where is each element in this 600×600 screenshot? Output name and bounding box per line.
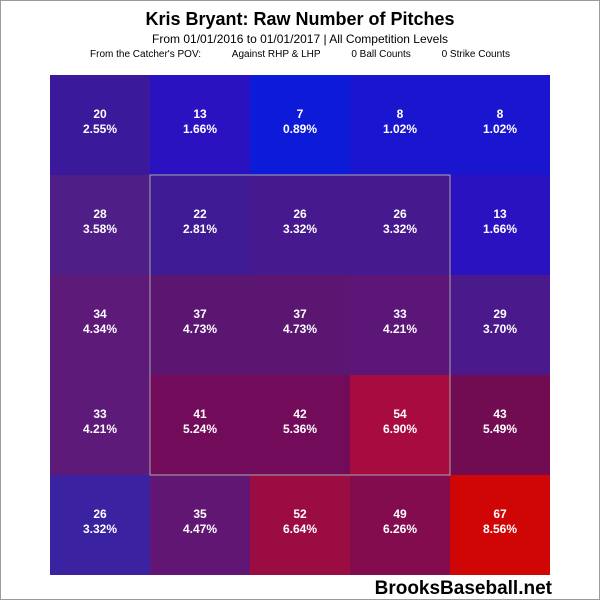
cell-percent-r3-c3: 6.90% (383, 422, 417, 436)
cell-percent-r2-c0: 4.34% (83, 322, 117, 336)
cell-count-r3-c4: 43 (493, 407, 507, 421)
heatmap-cell-r2-c0 (50, 275, 150, 375)
cell-percent-r1-c2: 3.32% (283, 222, 317, 236)
cell-count-r3-c1: 41 (193, 407, 207, 421)
heatmap-cell-r1-c1 (150, 175, 250, 275)
cell-count-r3-c0: 33 (93, 407, 107, 421)
chart-info-line: From the Catcher's POV: Against RHP & LH… (90, 49, 510, 60)
cell-count-r1-c3: 26 (393, 207, 407, 221)
heatmap-cell-r1-c0 (50, 175, 150, 275)
cell-percent-r2-c1: 4.73% (183, 322, 217, 336)
cell-count-r4-c2: 52 (293, 507, 307, 521)
chart-title: Kris Bryant: Raw Number of Pitches (145, 9, 455, 29)
cell-count-r2-c4: 29 (493, 307, 507, 321)
cell-count-r4-c1: 35 (193, 507, 207, 521)
cell-count-r0-c4: 8 (497, 107, 504, 121)
cell-percent-r4-c2: 6.64% (283, 522, 317, 536)
info-ball-counts: 0 Ball Counts (351, 49, 411, 60)
heatmap-cell-r3-c2 (250, 375, 350, 475)
heatmap-cell-r0-c0 (50, 75, 150, 175)
watermark: BrooksBaseball.net (374, 578, 552, 599)
cell-count-r1-c4: 13 (493, 207, 507, 221)
cell-percent-r1-c1: 2.81% (183, 222, 217, 236)
strike-zone-outline (149, 174, 451, 476)
cell-count-r0-c3: 8 (397, 107, 404, 121)
cell-percent-r2-c3: 4.21% (383, 322, 417, 336)
cell-percent-r0-c1: 1.66% (183, 122, 217, 136)
cell-percent-r1-c0: 3.58% (83, 222, 117, 236)
heatmap-cell-r0-c4 (450, 75, 550, 175)
cell-count-r2-c2: 37 (293, 307, 307, 321)
heatmap-cell-r0-c1 (150, 75, 250, 175)
cell-count-r4-c4: 67 (493, 507, 507, 521)
cell-percent-r3-c4: 5.49% (483, 422, 517, 436)
cell-count-r0-c1: 13 (193, 107, 207, 121)
heatmap-cell-r0-c3 (350, 75, 450, 175)
heatmap-cell-r2-c2 (250, 275, 350, 375)
cell-percent-r4-c1: 4.47% (183, 522, 217, 536)
cell-percent-r2-c2: 4.73% (283, 322, 317, 336)
cell-count-r4-c0: 26 (93, 507, 107, 521)
cell-percent-r1-c4: 1.66% (483, 222, 517, 236)
heatmap-cell-r4-c1 (150, 475, 250, 575)
heatmap-cell-r4-c2 (250, 475, 350, 575)
cell-percent-r0-c4: 1.02% (483, 122, 517, 136)
cell-count-r1-c1: 22 (193, 207, 207, 221)
heatmap-cell-r2-c3 (350, 275, 450, 375)
info-strike-counts: 0 Strike Counts (441, 49, 510, 60)
heatmap-cell-r1-c2 (250, 175, 350, 275)
cell-percent-r0-c2: 0.89% (283, 122, 317, 136)
heatmap-cell-r0-c2 (250, 75, 350, 175)
cell-percent-r0-c0: 2.55% (83, 122, 117, 136)
heatmap-cell-r4-c0 (50, 475, 150, 575)
heatmap-cell-r3-c3 (350, 375, 450, 475)
heatmap-cell-r4-c3 (350, 475, 450, 575)
cell-percent-r0-c3: 1.02% (383, 122, 417, 136)
cell-percent-r3-c1: 5.24% (183, 422, 217, 436)
heatmap-cell-r4-c4 (450, 475, 550, 575)
cell-count-r2-c1: 37 (193, 307, 207, 321)
cell-count-r4-c3: 49 (393, 507, 407, 521)
cell-count-r0-c0: 20 (93, 107, 107, 121)
cell-percent-r3-c2: 5.36% (283, 422, 317, 436)
cell-percent-r3-c0: 4.21% (83, 422, 117, 436)
heatmap-cell-r3-c1 (150, 375, 250, 475)
heatmap-cell-r3-c4 (450, 375, 550, 475)
heatmap-cell-r3-c0 (50, 375, 150, 475)
cell-percent-r4-c3: 6.26% (383, 522, 417, 536)
cell-count-r0-c2: 7 (297, 107, 304, 121)
cell-percent-r2-c4: 3.70% (483, 322, 517, 336)
info-handedness: Against RHP & LHP (231, 49, 321, 60)
cell-count-r2-c0: 34 (93, 307, 107, 321)
cell-count-r3-c3: 54 (393, 407, 407, 421)
cell-percent-r1-c3: 3.32% (383, 222, 417, 236)
cell-count-r2-c3: 33 (393, 307, 407, 321)
chart-subtitle: From 01/01/2016 to 01/01/2017 | All Comp… (152, 32, 448, 46)
cell-percent-r4-c0: 3.32% (83, 522, 117, 536)
heatmap-cell-r1-c3 (350, 175, 450, 275)
cell-count-r3-c2: 42 (293, 407, 307, 421)
cell-count-r1-c2: 26 (293, 207, 307, 221)
info-pov: From the Catcher's POV: (90, 49, 202, 60)
heatmap-cell-r2-c1 (150, 275, 250, 375)
cell-percent-r4-c4: 8.56% (483, 522, 517, 536)
heatmap-cell-r2-c4 (450, 275, 550, 375)
heatmap-cell-r1-c4 (450, 175, 550, 275)
cell-count-r1-c0: 28 (93, 207, 107, 221)
